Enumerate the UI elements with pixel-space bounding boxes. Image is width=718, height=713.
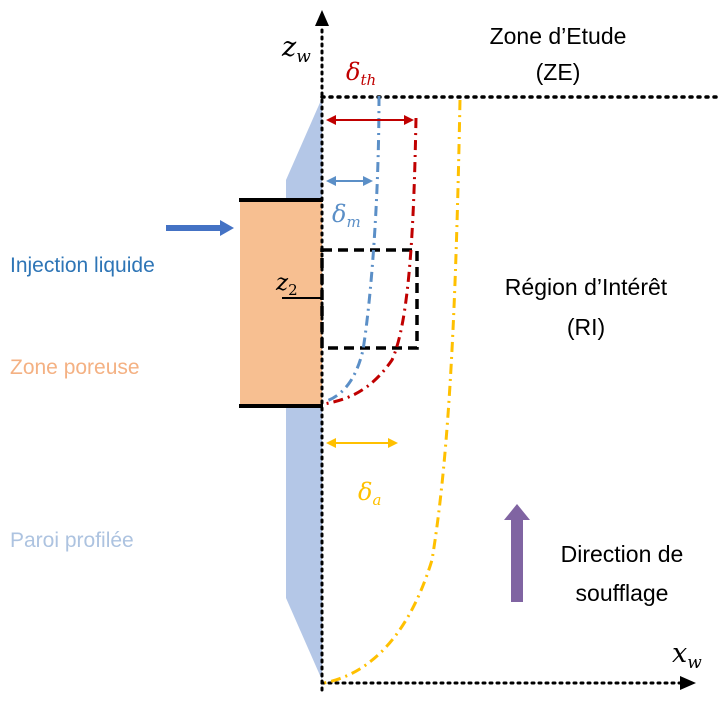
z-axis-label: zw	[281, 32, 311, 67]
delta-th-label: δth	[346, 58, 376, 89]
region-abbrev: (RI)	[567, 314, 605, 340]
thermal-profile-curve	[323, 117, 418, 406]
region-title: Région d’Intérêt	[505, 274, 668, 300]
region-of-interest-box	[320, 248, 419, 350]
porous-zone	[240, 200, 322, 406]
blowing-direction-line1: Direction de	[561, 541, 684, 567]
porous-zone-label: Zone poreuse	[10, 356, 140, 379]
blowing-direction-arrowhead	[504, 504, 530, 520]
delta-m-label: δm	[332, 200, 361, 231]
delta-a-label: δa	[358, 478, 381, 509]
study-zone-abbrev: (ZE)	[536, 59, 581, 85]
profiled-wall-label: Paroi profilée	[10, 529, 134, 552]
z-axis-arrowhead	[315, 10, 329, 26]
injection-arrowhead	[220, 220, 234, 236]
injection-label: Injection liquide	[10, 254, 155, 277]
blowing-direction-arrow-shaft	[511, 518, 523, 602]
x-axis-label: xw	[672, 638, 702, 673]
x-axis-arrowhead	[680, 676, 696, 690]
z2-label: z2	[275, 270, 298, 299]
momentum-profile-curve	[323, 95, 381, 404]
study-zone-title: Zone d’Etude	[490, 23, 627, 49]
blowing-direction-line2: soufflage	[576, 580, 669, 606]
acoustic-profile-curve	[323, 99, 462, 685]
